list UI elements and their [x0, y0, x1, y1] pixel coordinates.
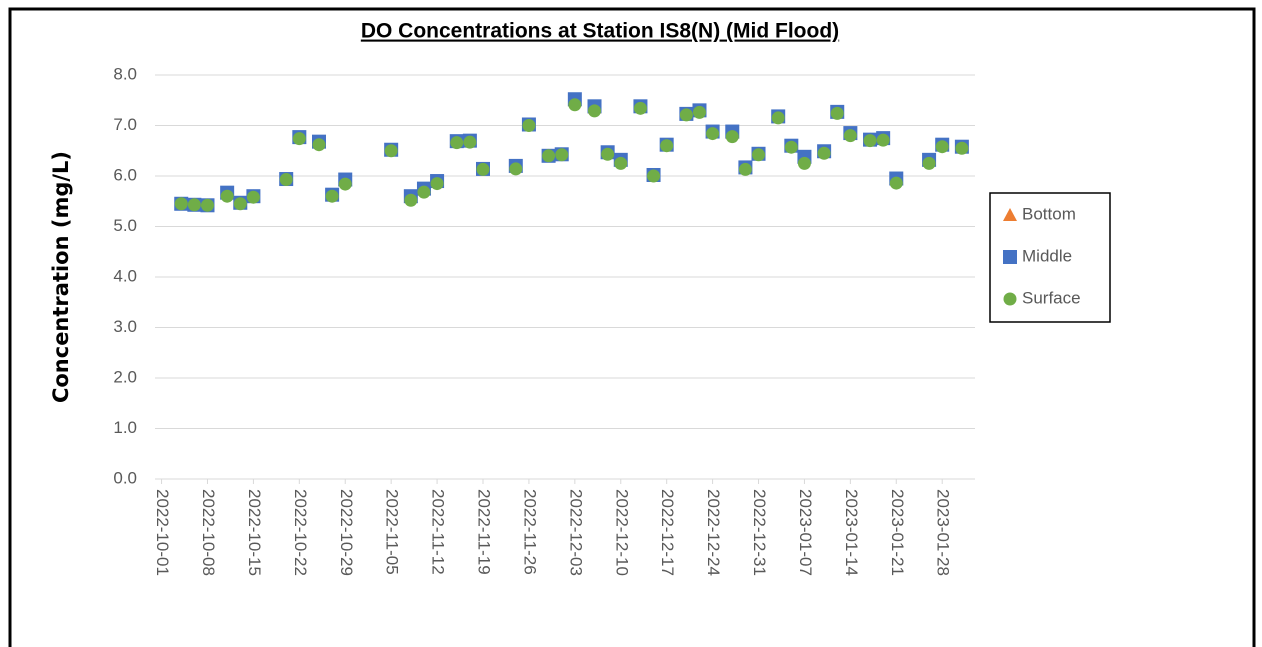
- point: [784, 140, 798, 154]
- point: [279, 173, 293, 187]
- x-tick-label: 2022-10-08: [199, 489, 218, 576]
- point: [430, 177, 444, 191]
- y-tick-label: 5.0: [113, 216, 137, 235]
- x-tick-label: 2022-12-24: [704, 489, 723, 576]
- point: [830, 106, 844, 120]
- y-axis-label: Concentration (mg/L): [49, 151, 73, 403]
- point: [771, 111, 785, 125]
- y-tick-label: 1.0: [113, 418, 137, 437]
- point: [246, 190, 260, 204]
- point: [863, 134, 877, 148]
- point: [876, 133, 890, 147]
- legend-label: Middle: [1022, 246, 1072, 265]
- point: [450, 136, 464, 150]
- x-tick-label: 2022-12-31: [750, 489, 769, 576]
- point: [752, 148, 766, 162]
- point: [601, 147, 615, 161]
- point: [738, 162, 752, 176]
- point: [187, 198, 201, 212]
- point: [568, 98, 582, 112]
- x-tick-label: 2022-10-22: [291, 489, 310, 576]
- y-tick-label: 6.0: [113, 165, 137, 184]
- point: [476, 162, 490, 176]
- point: [692, 105, 706, 119]
- x-tick-label: 2022-11-19: [475, 489, 494, 575]
- point: [338, 177, 352, 191]
- point: [633, 101, 647, 115]
- point: [417, 185, 431, 199]
- x-tick-label: 2022-10-01: [153, 489, 172, 576]
- x-tick-label: 2023-01-07: [796, 489, 815, 576]
- x-tick-label: 2023-01-14: [842, 489, 861, 576]
- x-tick-label: 2022-10-29: [337, 489, 356, 576]
- x-tick-label: 2022-12-03: [566, 489, 585, 576]
- point: [325, 189, 339, 203]
- point: [955, 141, 969, 155]
- legend-label: Bottom: [1022, 204, 1076, 223]
- point: [647, 169, 661, 183]
- point: [555, 148, 569, 162]
- point: [817, 146, 831, 160]
- x-tick-label: 2023-01-28: [934, 489, 953, 576]
- point: [797, 156, 811, 170]
- point: [706, 127, 720, 141]
- point: [463, 135, 477, 149]
- point: [220, 189, 234, 203]
- y-tick-label: 8.0: [113, 64, 137, 83]
- point: [588, 104, 602, 118]
- point: [174, 197, 188, 211]
- point: [679, 108, 693, 122]
- legend-marker: [1003, 292, 1017, 306]
- point: [404, 193, 418, 207]
- point: [843, 129, 857, 143]
- point: [509, 162, 523, 176]
- x-tick-label: 2023-01-21: [888, 489, 907, 576]
- chart-title: DO Concentrations at Station IS8(N) (Mid…: [361, 20, 839, 43]
- point: [384, 144, 398, 158]
- x-tick-label: 2022-10-15: [245, 489, 264, 576]
- x-tick-label: 2022-11-12: [429, 489, 448, 575]
- point: [725, 130, 739, 144]
- y-tick-label: 2.0: [113, 367, 137, 386]
- point: [614, 156, 628, 170]
- point: [233, 197, 247, 211]
- legend-label: Surface: [1022, 288, 1081, 307]
- y-tick-label: 3.0: [113, 317, 137, 336]
- point: [292, 132, 306, 146]
- point: [542, 149, 556, 163]
- y-tick-label: 0.0: [113, 468, 137, 487]
- y-tick-label: 4.0: [113, 266, 137, 285]
- x-tick-label: 2022-12-17: [658, 489, 677, 576]
- y-tick-label: 7.0: [113, 115, 137, 134]
- point: [312, 138, 326, 152]
- point: [922, 156, 936, 170]
- legend-marker: [1003, 250, 1017, 264]
- x-tick-label: 2022-11-05: [383, 489, 402, 575]
- x-tick-label: 2022-11-26: [520, 489, 539, 575]
- point: [889, 176, 903, 190]
- point: [935, 140, 949, 154]
- frame: [8, 7, 1256, 647]
- x-tick-label: 2022-12-10: [612, 489, 631, 576]
- point: [660, 139, 674, 153]
- point: [522, 119, 536, 132]
- point: [200, 198, 214, 212]
- legend-marker: [1003, 208, 1017, 221]
